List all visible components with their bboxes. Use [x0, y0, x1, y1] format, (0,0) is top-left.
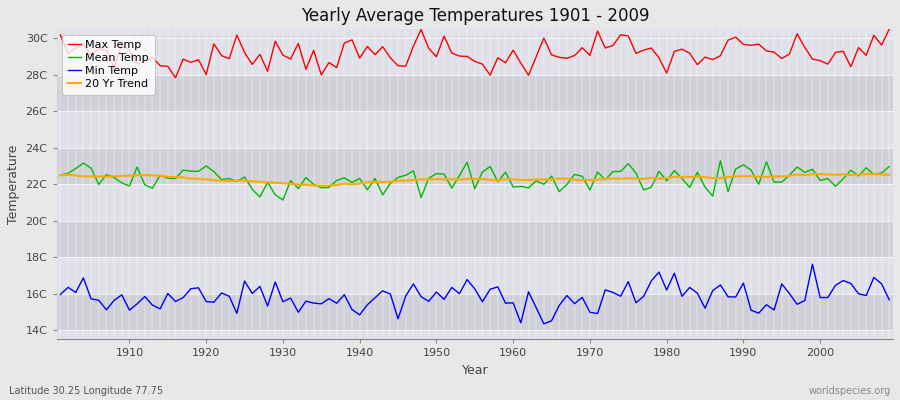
- Min Temp: [538, 322, 549, 326]
- Max Temp: [116, 42, 127, 47]
- Y-axis label: Temperature: Temperature: [7, 145, 20, 224]
- Max Temp: [508, 48, 518, 52]
- Min Temp: [608, 290, 618, 295]
- Max Temp: [55, 32, 66, 37]
- Min Temp: [285, 296, 296, 300]
- Line: Max Temp: Max Temp: [60, 29, 889, 78]
- Bar: [57, 75, 893, 111]
- Max Temp: [516, 61, 526, 66]
- Min Temp: [116, 292, 127, 297]
- Min Temp: [807, 262, 818, 267]
- 20 Yr Trend: [324, 183, 335, 188]
- Line: Mean Temp: Mean Temp: [60, 161, 889, 200]
- Mean Temp: [339, 176, 350, 180]
- Min Temp: [884, 297, 895, 302]
- 20 Yr Trend: [339, 181, 350, 186]
- Min Temp: [331, 301, 342, 306]
- Min Temp: [508, 300, 518, 305]
- Mean Temp: [516, 184, 526, 189]
- X-axis label: Year: Year: [462, 364, 488, 377]
- 20 Yr Trend: [868, 172, 879, 176]
- 20 Yr Trend: [516, 178, 526, 182]
- 20 Yr Trend: [884, 172, 895, 177]
- Mean Temp: [608, 169, 618, 174]
- Bar: [57, 148, 893, 184]
- Mean Temp: [55, 173, 66, 178]
- Mean Temp: [292, 186, 303, 191]
- Max Temp: [884, 27, 895, 32]
- Mean Temp: [508, 185, 518, 190]
- Text: Latitude 30.25 Longitude 77.75: Latitude 30.25 Longitude 77.75: [9, 386, 163, 396]
- Min Temp: [55, 292, 66, 297]
- 20 Yr Trend: [55, 173, 66, 178]
- Mean Temp: [715, 158, 725, 163]
- 20 Yr Trend: [608, 176, 618, 181]
- Min Temp: [500, 301, 511, 306]
- 20 Yr Trend: [116, 174, 127, 178]
- Max Temp: [339, 41, 350, 46]
- Title: Yearly Average Temperatures 1901 - 2009: Yearly Average Temperatures 1901 - 2009: [301, 7, 649, 25]
- Bar: [57, 294, 893, 330]
- Max Temp: [292, 41, 303, 46]
- 20 Yr Trend: [285, 182, 296, 186]
- Max Temp: [170, 75, 181, 80]
- Bar: [57, 221, 893, 257]
- Text: worldspecies.org: worldspecies.org: [809, 386, 891, 396]
- Line: Min Temp: Min Temp: [60, 264, 889, 324]
- Legend: Max Temp, Mean Temp, Min Temp, 20 Yr Trend: Max Temp, Mean Temp, Min Temp, 20 Yr Tre…: [62, 35, 155, 95]
- Line: 20 Yr Trend: 20 Yr Trend: [60, 174, 889, 186]
- Mean Temp: [277, 198, 288, 202]
- Mean Temp: [116, 180, 127, 185]
- Max Temp: [608, 43, 618, 48]
- 20 Yr Trend: [508, 177, 518, 182]
- Mean Temp: [884, 164, 895, 169]
